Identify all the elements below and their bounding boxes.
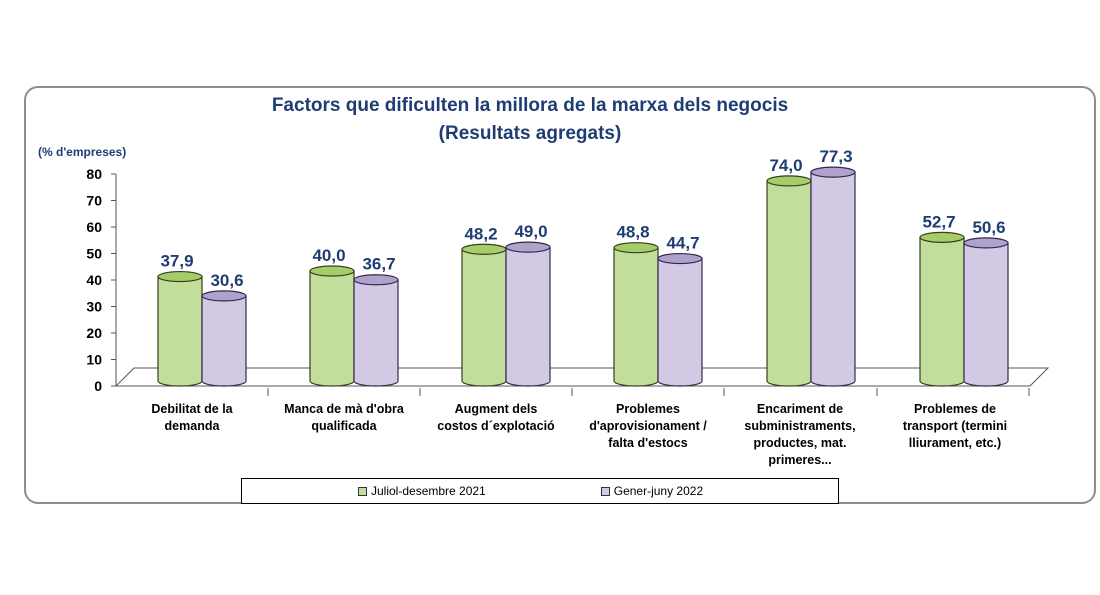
category-label-line: qualificada bbox=[311, 419, 377, 433]
category-label-line: costos d´explotació bbox=[437, 419, 555, 433]
category-label-line: Manca de mà d'obra bbox=[284, 402, 405, 416]
y-axis-label: (% d'empreses) bbox=[38, 145, 126, 159]
data-label: 37,9 bbox=[160, 252, 193, 271]
bar-top bbox=[505, 241, 551, 253]
category-label: Augment dels costos d´explotació bbox=[437, 402, 555, 433]
bar-top bbox=[919, 231, 965, 243]
legend-item-series-1: Juliol-desembre 2021 bbox=[358, 484, 486, 498]
bar-top bbox=[201, 290, 247, 302]
y-tick-label: 60 bbox=[86, 219, 102, 235]
y-tick-label: 10 bbox=[86, 352, 102, 368]
legend-label-series-2: Gener-juny 2022 bbox=[613, 484, 704, 498]
bar-body bbox=[657, 257, 703, 387]
bar-top bbox=[353, 274, 399, 286]
category-label-line: Debilitat de la bbox=[151, 402, 233, 416]
category-label-line: primeres... bbox=[768, 453, 831, 467]
data-label: 49,0 bbox=[514, 222, 547, 241]
category-label-line: lliurament, etc.) bbox=[909, 436, 1001, 450]
bar-body bbox=[201, 295, 247, 387]
bar-top bbox=[613, 242, 659, 254]
y-tick-label: 0 bbox=[94, 378, 102, 394]
bar-body bbox=[919, 236, 965, 387]
legend-swatch-purple bbox=[600, 486, 610, 496]
data-label: 44,7 bbox=[666, 234, 699, 253]
y-tick-label: 40 bbox=[86, 272, 102, 288]
data-label: 50,6 bbox=[972, 218, 1005, 237]
category-label: Problemes de transport (termini lliurament… bbox=[903, 402, 1007, 450]
data-label: 74,0 bbox=[769, 156, 802, 175]
category-label-line: Problemes bbox=[616, 402, 680, 416]
category-label-line: falta d'estocs bbox=[608, 436, 687, 450]
category-label-line: productes, mat. bbox=[753, 436, 846, 450]
data-label: 48,8 bbox=[616, 223, 649, 242]
bar-body bbox=[309, 270, 355, 387]
data-label: 77,3 bbox=[819, 147, 852, 166]
y-tick-label: 20 bbox=[86, 325, 102, 341]
category-label: Debilitat de la demanda bbox=[151, 402, 233, 433]
category-label: Problemes d'aprovisionament / falta d'esto… bbox=[589, 402, 707, 450]
bar-top bbox=[309, 265, 355, 277]
bar-body bbox=[353, 279, 399, 387]
chart-title: Factors que dificulten la millora de la … bbox=[271, 95, 789, 116]
y-tick-label: 30 bbox=[86, 299, 102, 315]
bar-top bbox=[963, 237, 1009, 249]
y-tick-label: 50 bbox=[86, 246, 102, 262]
category-label-line: demanda bbox=[165, 419, 221, 433]
category-label-line: subministraments, bbox=[744, 419, 855, 433]
category-label: Manca de mà d'obra qualificada bbox=[284, 402, 405, 433]
category-label-line: Augment dels bbox=[455, 402, 538, 416]
bar-top bbox=[157, 270, 203, 283]
legend: Juliol-desembre 2021 Gener-juny 2022 bbox=[241, 478, 839, 504]
y-tick-label: 80 bbox=[86, 166, 102, 182]
data-label: 36,7 bbox=[362, 255, 395, 274]
category-label-line: Problemes de bbox=[914, 402, 996, 416]
bar-body bbox=[613, 247, 659, 387]
bar-top bbox=[657, 252, 703, 265]
legend-label-series-1: Juliol-desembre 2021 bbox=[371, 484, 486, 498]
bar-body bbox=[461, 248, 507, 387]
category-label: Encariment de subministraments, productes,… bbox=[744, 402, 855, 467]
bar-body bbox=[157, 275, 203, 387]
category-label-line: d'aprovisionament / bbox=[589, 419, 707, 433]
chart-floor bbox=[114, 367, 1050, 387]
bar-body bbox=[505, 246, 551, 387]
legend-item-series-2: Gener-juny 2022 bbox=[600, 484, 704, 498]
category-label-line: transport (termini bbox=[903, 419, 1007, 433]
category-label-line: Encariment de bbox=[757, 402, 843, 416]
legend-swatch-green bbox=[358, 486, 367, 496]
bar-top bbox=[766, 175, 812, 187]
bar-top bbox=[461, 243, 507, 255]
bar-body bbox=[766, 180, 812, 387]
data-label: 40,0 bbox=[312, 246, 345, 265]
data-label: 48,2 bbox=[464, 224, 497, 243]
chart-title-block: Factors que dificulten la millora de la … bbox=[160, 92, 900, 148]
y-tick-label: 70 bbox=[86, 193, 102, 209]
bar-body bbox=[963, 242, 1009, 387]
bar-body bbox=[810, 171, 856, 387]
data-label: 52,7 bbox=[922, 212, 955, 231]
chart-subtitle: (Resultats agregats) bbox=[438, 123, 622, 144]
data-label: 30,6 bbox=[210, 271, 243, 290]
bar-top bbox=[810, 166, 856, 178]
